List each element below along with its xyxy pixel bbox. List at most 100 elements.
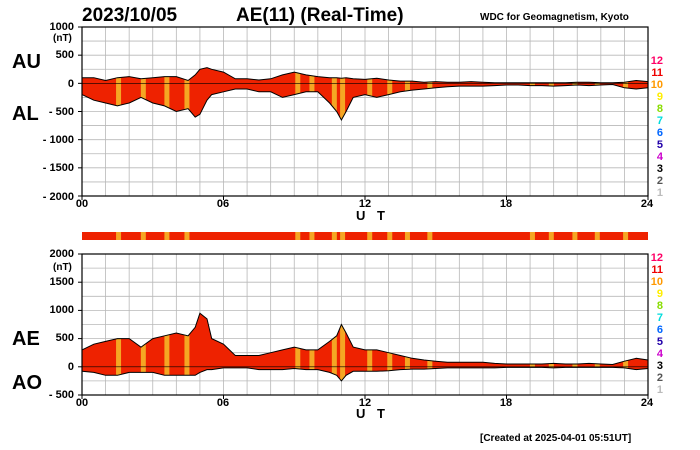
quality-strip-marker [116, 232, 122, 240]
index-title: AE(11) (Real-Time) [236, 5, 404, 26]
band-marker [340, 67, 346, 120]
quality-strip-marker [164, 232, 170, 240]
band-marker [164, 313, 170, 381]
x-tick-label: 12 [358, 397, 372, 409]
level-label: 1 [656, 384, 663, 396]
band-marker [184, 313, 190, 381]
x-tick-label: 24 [640, 198, 654, 210]
series-area [82, 67, 648, 120]
level-label: 8 [656, 103, 663, 115]
band-marker [184, 67, 190, 120]
panel1-unit: (nT) [53, 33, 72, 44]
quality-strip-marker [387, 232, 393, 240]
panel2-unit: (nT) [53, 262, 72, 273]
series-area [82, 313, 648, 381]
x-tick-label: 12 [358, 198, 372, 210]
level-legend-bottom: 12 11 10 9 8 7 6 5 4 3 2 1 [643, 252, 663, 396]
y-tick-label: 1000 [49, 304, 74, 316]
y-tick-label: 2000 [49, 248, 74, 260]
ae-label: AE [12, 328, 40, 350]
x-tick-label: 24 [640, 397, 654, 409]
level-label: 2 [656, 175, 663, 187]
y-tick-label: - 2000 [42, 191, 74, 203]
level-label: 6 [656, 127, 663, 139]
y-tick-label: - 1500 [42, 162, 74, 174]
quality-strip-marker [367, 232, 373, 240]
au-label: AU [12, 51, 41, 73]
y-tick-label: 0 [67, 78, 74, 90]
level-label: 10 [650, 276, 663, 288]
y-tick-label: - 500 [48, 106, 74, 118]
level-label: 7 [656, 115, 663, 127]
quality-strip-marker [331, 232, 337, 240]
quality-strip-marker [594, 232, 600, 240]
quality-strip-marker [548, 232, 554, 240]
level-label: 9 [656, 91, 663, 103]
quality-strip-marker [309, 232, 315, 240]
y-tick-label: 500 [55, 332, 74, 344]
x-tick-label: 00 [75, 198, 89, 210]
x-tick-label: 00 [75, 397, 89, 409]
level-label: 5 [656, 336, 663, 348]
band-marker [331, 67, 337, 120]
quality-strip-marker [184, 232, 190, 240]
quality-strip-marker [404, 232, 410, 240]
x-tick-label: 06 [216, 397, 230, 409]
y-tick-label: 500 [55, 49, 74, 61]
al-label: AL [12, 103, 39, 125]
quality-strip-marker [572, 232, 578, 240]
band-marker [164, 67, 170, 120]
quality-strip-marker [140, 232, 146, 240]
series-line-lower [81, 83, 649, 122]
level-label: 11 [651, 67, 663, 79]
x-tick-label: 18 [499, 198, 513, 210]
y-tick-label: - 500 [48, 389, 74, 401]
quality-strip-marker [529, 232, 535, 240]
date-title: 2023/10/05 [82, 5, 178, 26]
level-label: 12 [650, 252, 663, 264]
series-line-lower [81, 366, 649, 382]
level-label: 8 [656, 300, 663, 312]
y-tick-label: 1000 [49, 21, 74, 33]
band-marker [387, 67, 393, 120]
ao-label: AO [12, 372, 42, 394]
band-marker [140, 67, 146, 120]
level-label: 9 [656, 288, 663, 300]
level-label: 1 [656, 187, 663, 199]
series-line-upper [82, 67, 649, 84]
quality-strip [82, 232, 648, 240]
band-marker [367, 67, 373, 120]
created-footer: [Created at 2025-04-01 05:51UT] [480, 433, 632, 444]
x-tick-label: 18 [499, 397, 513, 409]
level-label: 11 [651, 264, 663, 276]
x-tick-label: 06 [216, 198, 230, 210]
level-legend-top: 12 11 10 9 8 7 6 5 4 3 2 1 [643, 55, 663, 199]
band-marker [116, 313, 122, 381]
quality-strip-marker [623, 232, 629, 240]
level-label: 10 [650, 79, 663, 91]
level-label: 6 [656, 324, 663, 336]
level-label: 4 [656, 151, 663, 163]
y-tick-label: 0 [67, 361, 74, 373]
quality-strip-marker [427, 232, 433, 240]
band-marker [116, 67, 122, 120]
level-label: 3 [656, 360, 663, 372]
band-marker [331, 313, 337, 381]
level-label: 12 [650, 55, 663, 67]
y-tick-label: - 1000 [42, 134, 74, 146]
x-axis-label: U T [356, 406, 389, 421]
level-label: 3 [656, 163, 663, 175]
quality-strip-marker [340, 232, 346, 240]
y-tick-label: 1500 [49, 276, 74, 288]
level-label: 4 [656, 348, 663, 360]
source-label: WDC for Geomagnetism, Kyoto [480, 12, 629, 23]
level-label: 7 [656, 312, 663, 324]
series-line-upper [81, 312, 649, 366]
quality-strip-marker [295, 232, 301, 240]
band-marker [340, 313, 346, 381]
level-label: 5 [656, 139, 663, 151]
band-marker [140, 313, 146, 381]
x-axis-label: U T [356, 208, 389, 223]
level-label: 2 [656, 372, 663, 384]
